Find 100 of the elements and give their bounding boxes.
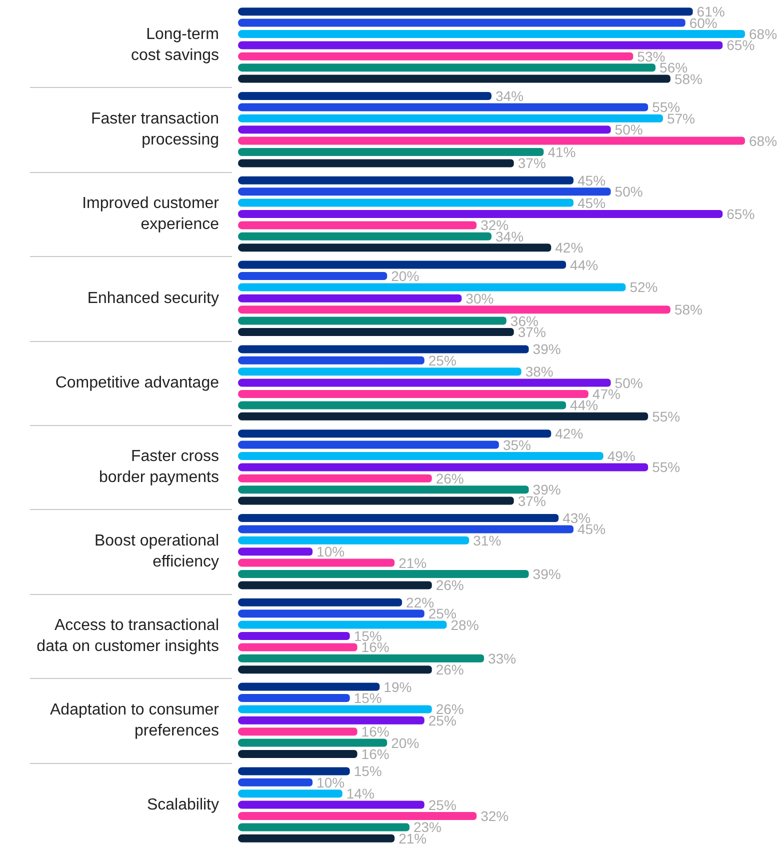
data-label: 25% bbox=[428, 352, 456, 368]
y-tick-label: Faster transaction processing bbox=[90, 110, 219, 149]
bar bbox=[238, 643, 358, 652]
data-label: 50% bbox=[614, 122, 643, 138]
data-label: 22% bbox=[406, 594, 434, 610]
bar bbox=[238, 188, 611, 196]
data-label: 19% bbox=[384, 678, 412, 695]
bar bbox=[238, 283, 626, 292]
data-label: 45% bbox=[578, 194, 606, 211]
bar bbox=[238, 126, 611, 134]
data-label: 50% bbox=[614, 374, 643, 391]
bar bbox=[238, 823, 410, 832]
data-label: 38% bbox=[525, 364, 554, 380]
bar bbox=[238, 525, 574, 534]
data-label: 49% bbox=[607, 448, 636, 464]
bar bbox=[238, 767, 350, 776]
data-label: 15% bbox=[354, 690, 382, 706]
bar bbox=[238, 750, 358, 758]
data-label: 61% bbox=[696, 4, 725, 20]
bar bbox=[238, 210, 723, 218]
data-label: 15% bbox=[354, 628, 382, 644]
bar bbox=[238, 632, 350, 640]
bar bbox=[238, 682, 380, 691]
bar bbox=[238, 103, 648, 112]
bar bbox=[238, 368, 522, 376]
bar bbox=[238, 18, 686, 27]
bar bbox=[238, 800, 424, 809]
data-label: 14% bbox=[346, 786, 374, 802]
bar bbox=[238, 328, 514, 336]
bar bbox=[238, 570, 529, 578]
bar bbox=[238, 463, 648, 472]
bar bbox=[238, 232, 492, 240]
y-tick-label: Faster cross border payments bbox=[98, 448, 219, 486]
data-label: 39% bbox=[532, 566, 561, 582]
bar bbox=[238, 176, 574, 184]
data-label: 43% bbox=[562, 510, 591, 526]
y-tick-label: Scalability bbox=[146, 796, 219, 814]
data-label: 68% bbox=[749, 132, 778, 149]
bar bbox=[238, 136, 745, 145]
bar bbox=[238, 244, 552, 252]
bar bbox=[238, 474, 432, 482]
bar bbox=[238, 30, 745, 38]
data-label: 36% bbox=[510, 312, 538, 329]
data-label: 55% bbox=[652, 408, 680, 424]
bar bbox=[238, 812, 477, 820]
bar bbox=[238, 581, 432, 590]
bar bbox=[238, 294, 462, 302]
data-label: 55% bbox=[652, 99, 680, 116]
bar bbox=[238, 452, 604, 460]
data-label: 16% bbox=[361, 724, 390, 740]
bar bbox=[238, 74, 670, 83]
data-label: 50% bbox=[614, 184, 643, 200]
y-tick-label: Improved customer experience bbox=[82, 195, 220, 233]
bar bbox=[238, 558, 395, 567]
data-label: 52% bbox=[630, 279, 658, 296]
bar bbox=[238, 536, 470, 544]
data-label: 44% bbox=[570, 397, 598, 414]
data-label: 26% bbox=[436, 577, 464, 594]
y-tick-label: Access to transactional data on customer insights bbox=[36, 617, 219, 655]
data-label: 42% bbox=[555, 240, 584, 256]
bar bbox=[238, 694, 350, 702]
bar bbox=[238, 260, 566, 269]
y-tick-label: Boost operational efficiency bbox=[94, 532, 219, 571]
bar bbox=[238, 92, 492, 100]
data-label: 20% bbox=[391, 268, 420, 284]
data-label: 44% bbox=[570, 256, 598, 273]
data-label: 20% bbox=[391, 734, 420, 751]
data-label: 26% bbox=[436, 701, 464, 718]
bar bbox=[238, 390, 588, 398]
bar bbox=[238, 716, 424, 724]
bar bbox=[238, 598, 402, 606]
bar bbox=[238, 790, 342, 798]
bar bbox=[238, 401, 566, 410]
bar bbox=[238, 654, 484, 662]
bar bbox=[238, 221, 477, 230]
data-label: 30% bbox=[466, 290, 494, 306]
data-label: 25% bbox=[428, 796, 456, 813]
bar bbox=[238, 316, 506, 325]
bar bbox=[238, 548, 313, 556]
data-label: 26% bbox=[436, 470, 464, 486]
bar bbox=[238, 738, 388, 747]
data-label: 65% bbox=[726, 206, 755, 222]
y-tick-label: Competitive advantage bbox=[55, 374, 220, 392]
bar bbox=[238, 306, 670, 314]
data-label: 21% bbox=[398, 554, 427, 571]
bar bbox=[238, 378, 611, 387]
bar bbox=[238, 620, 447, 629]
bar bbox=[238, 356, 424, 364]
data-label: 39% bbox=[532, 482, 561, 498]
data-label: 37% bbox=[518, 155, 546, 172]
data-label: 32% bbox=[480, 217, 509, 234]
data-label: 42% bbox=[555, 426, 584, 442]
data-label: 34% bbox=[496, 88, 524, 104]
data-label: 26% bbox=[436, 662, 464, 678]
data-label: 15% bbox=[354, 763, 382, 780]
y-tick-label: Adaptation to consumer preferences bbox=[50, 701, 220, 740]
bar bbox=[238, 440, 499, 449]
bar bbox=[238, 148, 544, 156]
data-label: 45% bbox=[578, 172, 606, 188]
bar bbox=[238, 64, 656, 72]
